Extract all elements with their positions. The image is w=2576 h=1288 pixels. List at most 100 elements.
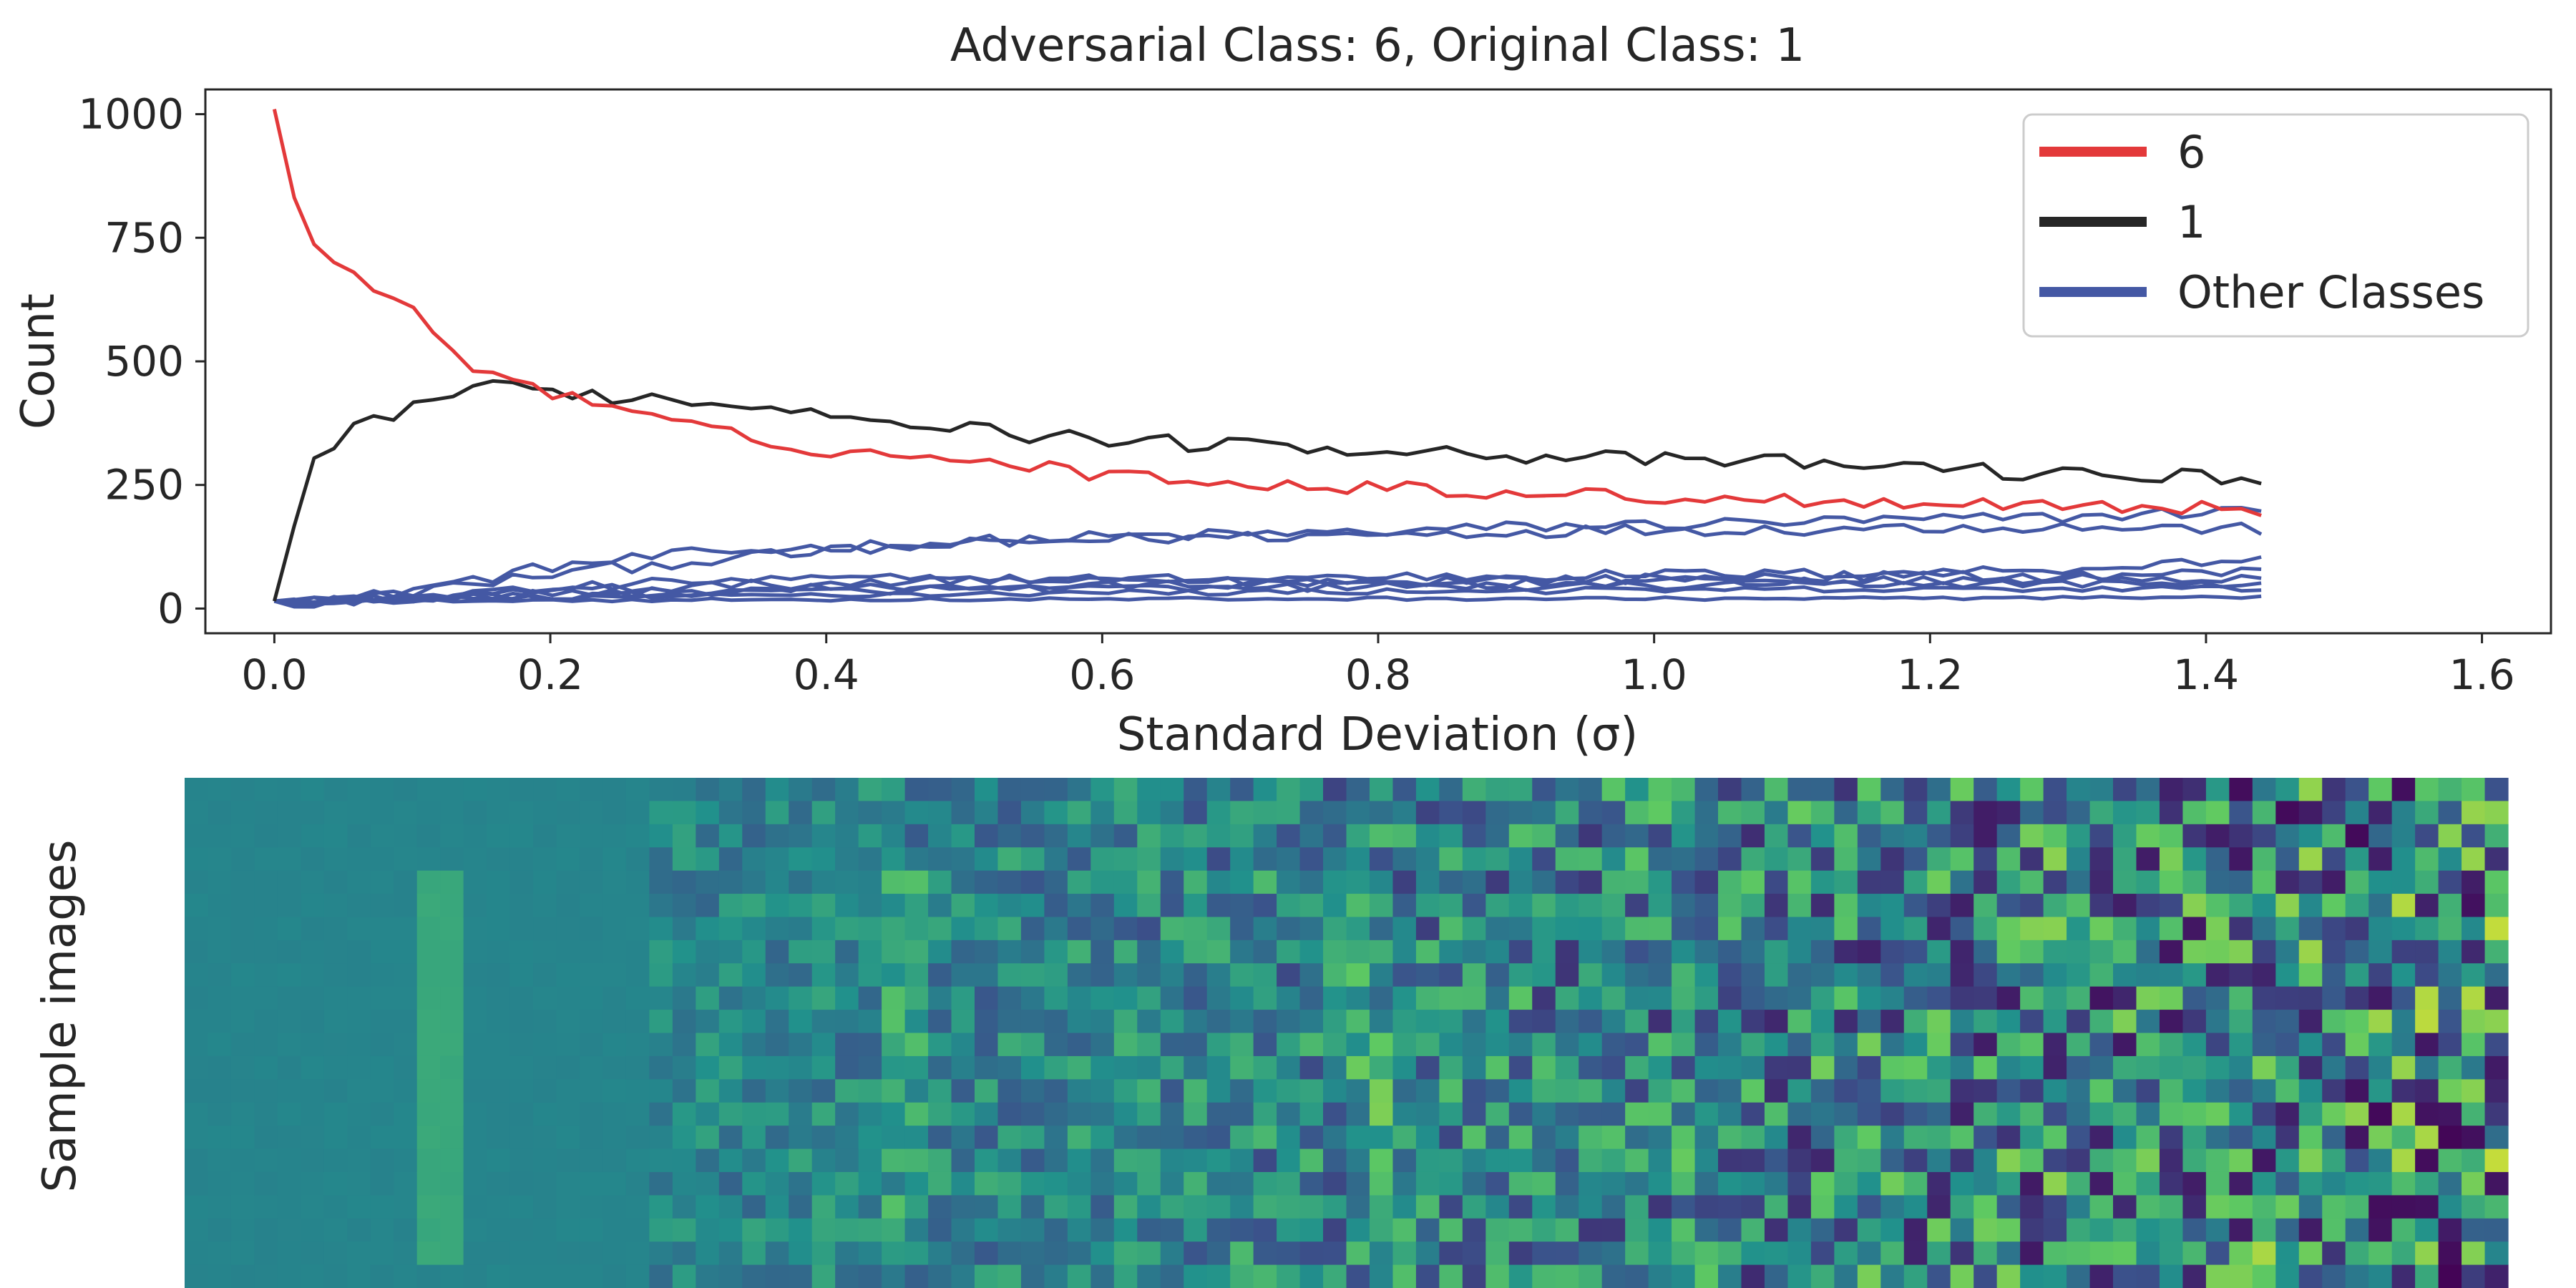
heatmap-cell [1741, 1079, 1765, 1103]
heatmap-cell [1625, 1171, 1649, 1196]
heatmap-cell [323, 1079, 348, 1103]
heatmap-cell [416, 1079, 441, 1103]
heatmap-cell [2182, 1010, 2207, 1034]
heatmap-cell [2368, 1079, 2393, 1103]
heatmap-cell [1113, 870, 1138, 894]
heatmap-cell [951, 1126, 975, 1150]
heatmap-cell [2275, 1010, 2300, 1034]
heatmap-cell [2182, 986, 2207, 1010]
heatmap-cell [1601, 1033, 1626, 1057]
heatmap-cell [951, 940, 975, 964]
heatmap-cell [2136, 986, 2160, 1010]
heatmap-cell [2182, 1218, 2207, 1242]
heatmap-cell [718, 1102, 743, 1126]
heatmap-cell [1741, 801, 1765, 825]
heatmap-cell [1462, 1033, 1486, 1057]
heatmap-cell [1810, 894, 1835, 918]
heatmap-cell [556, 917, 580, 941]
heatmap-cell [1834, 1055, 1858, 1080]
heatmap-cell [1346, 824, 1370, 848]
heatmap-cell [2438, 870, 2462, 894]
heatmap-cell [1718, 847, 1742, 872]
heatmap-cell [1857, 778, 1881, 802]
heatmap-cell [1369, 1264, 1394, 1288]
heatmap-cell [2484, 1171, 2509, 1196]
heatmap-cell [487, 917, 511, 941]
heatmap-cell [1160, 963, 1184, 987]
heatmap-cell [2182, 1264, 2207, 1288]
heatmap-cell [323, 847, 348, 872]
heatmap-cell [974, 778, 999, 802]
heatmap-cell [323, 940, 348, 964]
heatmap-cell [2391, 963, 2416, 987]
heatmap-cell [811, 801, 836, 825]
heatmap-cell [1927, 1148, 1951, 1173]
heatmap-cell [1880, 986, 1905, 1010]
heatmap-cell [1764, 1171, 1789, 1196]
heatmap-cell [1044, 801, 1068, 825]
heatmap-cell [1508, 1241, 1533, 1266]
heatmap-cell [2368, 1264, 2393, 1288]
heatmap-cell [579, 1171, 604, 1196]
heatmap-cell [1880, 1241, 1905, 1266]
heatmap-cell [370, 1010, 394, 1034]
heatmap-cell [2136, 894, 2160, 918]
heatmap-cell [370, 1055, 394, 1080]
heatmap-cell [928, 1241, 952, 1266]
heatmap-cell [1810, 1264, 1835, 1288]
heatmap-cell [1927, 894, 1951, 918]
heatmap-cell [1439, 778, 1463, 802]
heatmap-cell [1206, 1148, 1231, 1173]
heatmap-cell [2229, 1218, 2253, 1242]
heatmap-cell [1880, 1079, 1905, 1103]
heatmap-cell [208, 1010, 232, 1034]
heatmap-cell [742, 1010, 766, 1034]
heatmap-cell [394, 986, 418, 1010]
heatmap-cell [1810, 801, 1835, 825]
heatmap-cell [1369, 894, 1394, 918]
heatmap-cell [672, 1195, 696, 1219]
heatmap-cell [765, 870, 789, 894]
heatmap-cell [394, 847, 418, 872]
heatmap-cell [2205, 1195, 2230, 1219]
heatmap-cell [1532, 1241, 1556, 1266]
heatmap-cell [811, 1241, 836, 1266]
legend: 6 1 Other Classes [2022, 113, 2529, 338]
heatmap-cell [1532, 1148, 1556, 1173]
heatmap-cell [1834, 1102, 1858, 1126]
heatmap-cell [1323, 894, 1347, 918]
heatmap-cell [1415, 986, 1440, 1010]
heatmap-cell [1648, 1171, 1672, 1196]
heatmap-cell [1555, 894, 1579, 918]
heatmap-cell [2182, 963, 2207, 987]
heatmap-cell [463, 1102, 487, 1126]
heatmap-cell [416, 986, 441, 1010]
heatmap-cell [1508, 778, 1533, 802]
heatmap-cell [1299, 917, 1324, 941]
heatmap-cell [1718, 801, 1742, 825]
heatmap-cell [463, 847, 487, 872]
heatmap-cell [370, 1241, 394, 1266]
heatmap-cell [2229, 801, 2253, 825]
heatmap-cell [2020, 847, 2044, 872]
heatmap-cell [1392, 778, 1417, 802]
heatmap-cell [1974, 894, 1998, 918]
heatmap-cell [394, 1264, 418, 1288]
heatmap-cell [416, 1126, 441, 1150]
heatmap-cell [858, 1102, 882, 1126]
heatmap-cell [2462, 1010, 2486, 1034]
heatmap-cell [1113, 1264, 1138, 1288]
x-tick-label: 0.4 [794, 650, 859, 699]
heatmap-cell [1694, 778, 1719, 802]
heatmap-cell [1206, 1264, 1231, 1288]
heatmap-cell [835, 870, 859, 894]
heatmap-cell [2020, 1079, 2044, 1103]
heatmap-cell [904, 894, 929, 918]
heatmap-cell [1834, 1241, 1858, 1266]
heatmap-cell [416, 1055, 441, 1080]
heatmap-cell [2067, 1218, 2091, 1242]
heatmap-cell [2020, 1148, 2044, 1173]
heatmap-cell [1718, 1055, 1742, 1080]
heatmap-cell [487, 963, 511, 987]
heatmap-cell [1369, 1241, 1394, 1266]
